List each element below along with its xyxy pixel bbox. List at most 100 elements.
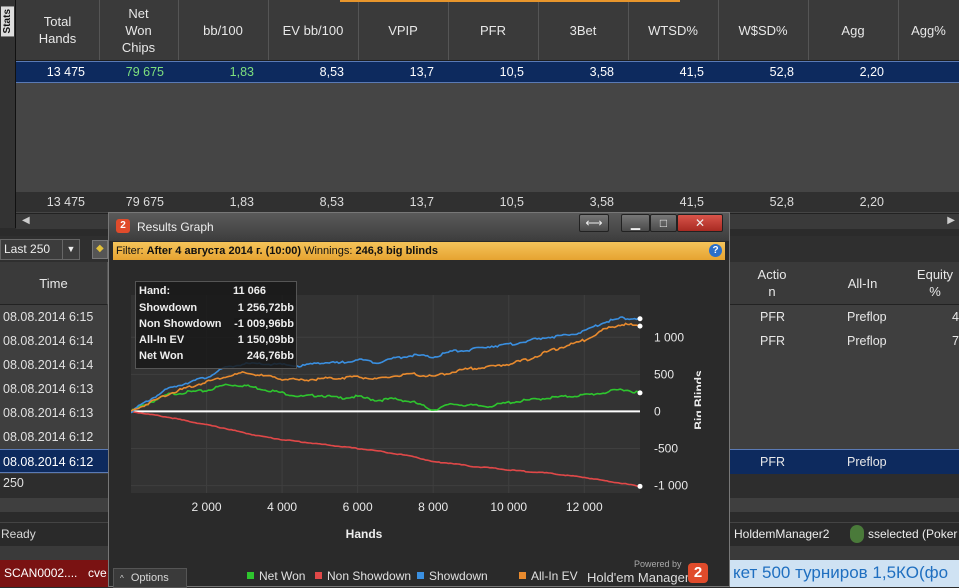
legend-item-all-in-ev[interactable]: All-In EV <box>519 569 578 583</box>
col-header-time[interactable]: Time <box>0 262 108 305</box>
hand-row-time[interactable]: 08.08.2014 6:12 <box>0 449 108 473</box>
legend-item-non-showdown[interactable]: Non Showdown <box>315 569 411 583</box>
tooltip-nonshowdown-value: -1 009,96bb <box>234 318 294 330</box>
stats-side-tab[interactable]: Stats <box>0 0 16 228</box>
x-tick-label: 10 000 <box>490 500 527 514</box>
taskbar-item-2[interactable]: cve <box>88 566 107 580</box>
series-line-all-in-ev <box>131 322 641 412</box>
scroll-right-icon[interactable]: ▶ <box>947 215 955 226</box>
close-icon[interactable]: ✕ <box>677 214 723 232</box>
hands-filter-select[interactable]: Last 250 ▼ <box>0 239 80 260</box>
legend-swatch <box>417 572 424 579</box>
hands-filter-value: Last 250 <box>4 242 51 256</box>
hands-col-header-2[interactable]: Equity % <box>911 262 959 305</box>
hands-col-header-0[interactable]: Actio n <box>730 262 815 305</box>
graph-filter-bar: Filter: After 4 августа 2014 г. (10:00) … <box>113 242 725 260</box>
hand-row-time[interactable]: 08.08.2014 6:14 <box>3 358 94 372</box>
stats-col-header-10[interactable]: Agg% <box>898 0 959 60</box>
y-tick-label: -1 000 <box>654 479 688 493</box>
graph-tooltip: Hand: 11 066 Showdown 1 256,72bb Non Sho… <box>135 281 297 369</box>
stats-col-header-1[interactable]: Net Won Chips <box>99 0 179 60</box>
legend-label: All-In EV <box>531 569 578 583</box>
stats-cell <box>898 192 945 212</box>
hand-row-time[interactable]: 08.08.2014 6:13 <box>3 406 94 420</box>
hand-row-time[interactable]: 08.08.2014 6:14 <box>3 334 94 348</box>
expand-icon[interactable]: ⟷ <box>579 214 609 232</box>
hand-cell-allin: Preflop <box>847 455 887 469</box>
hand-row-right[interactable] <box>730 353 959 377</box>
y-tick-label: 1 000 <box>654 330 684 344</box>
taskbar-item-1[interactable]: SCAN0002.... <box>4 566 78 580</box>
graph-options-label: Options <box>130 572 169 584</box>
stats-col-header-9[interactable]: Agg <box>808 0 899 60</box>
series-line-net-won <box>131 383 641 412</box>
stats-header-row: Total Hands Net Won Chips bb/100 EV bb/100 V… <box>16 0 959 61</box>
tooltip-allin-label: All-In EV <box>139 334 185 346</box>
hands-table-left: Time 08.08.2014 6:15 08.08.2014 6:14 08.08… <box>0 262 108 512</box>
stats-col-header-8[interactable]: W$SD% <box>718 0 809 60</box>
legend-swatch <box>315 572 322 579</box>
hand-cell-action: PFR <box>760 455 785 469</box>
stats-cell: 1,83 <box>229 65 254 79</box>
stats-col-header-0[interactable]: Total Hands <box>16 0 100 60</box>
stats-cell: 3,58 <box>589 65 614 79</box>
x-axis-label: Hands <box>346 527 383 541</box>
legend-item-showdown[interactable]: Showdown <box>417 569 488 583</box>
legend-swatch <box>247 572 254 579</box>
hand-row-time[interactable]: 08.08.2014 6:13 <box>3 382 94 396</box>
status-ready: Ready <box>1 527 36 541</box>
legend-label: Net Won <box>259 569 306 583</box>
series-end-point <box>637 483 643 489</box>
stats-cell: 13 475 <box>46 65 85 79</box>
hands-col-header-1[interactable]: All-In <box>814 262 912 305</box>
taskbar-ticker[interactable]: кет 500 турниров 1,5КО(фо <box>733 563 949 582</box>
hand-row-right[interactable]: PFR Preflop 7 <box>730 329 959 353</box>
filter-icon[interactable]: ◆ <box>92 240 108 259</box>
results-graph-titlebar[interactable]: 2 Results Graph ⟷ ▁ □ ✕ <box>109 213 729 241</box>
stats-col-header-2[interactable]: bb/100 <box>178 0 269 60</box>
tooltip-allin-value: 1 150,09bb <box>237 334 294 346</box>
hand-cell-allin: Preflop <box>847 310 887 324</box>
stats-cell <box>898 62 945 82</box>
hand-cell-action: PFR <box>760 334 785 348</box>
stats-cell: 2,20 <box>859 195 884 209</box>
hand-row-right[interactable] <box>730 377 959 401</box>
tooltip-nonshowdown-label: Non Showdown <box>139 318 222 330</box>
series-end-point <box>637 323 643 329</box>
stats-cell: 10,5 <box>499 65 524 79</box>
stats-cell: 79 675 <box>125 65 164 79</box>
graph-options-button[interactable]: ^ Options <box>113 568 187 588</box>
graph-filter-label: Filter: <box>116 245 144 257</box>
stats-cell: 8,53 <box>319 195 344 209</box>
stats-cell: 52,8 <box>769 195 794 209</box>
x-tick-label: 8 000 <box>418 500 448 514</box>
hand-cell-allin: Preflop <box>847 334 887 348</box>
minimize-icon[interactable]: ▁ <box>621 214 650 232</box>
x-tick-label: 6 000 <box>343 500 373 514</box>
maximize-icon[interactable]: □ <box>650 214 677 232</box>
stats-selected-row[interactable]: 13 475 79 675 1,83 8,53 13,7 10,5 3,58 41,5 52,8… <box>16 61 959 83</box>
help-icon[interactable]: ? <box>709 244 722 257</box>
hands-table-right: Actio n All-In Equity % PFR Preflop 4 PFR Pref… <box>730 262 959 512</box>
hand-row-right[interactable] <box>730 401 959 425</box>
stats-col-header-4[interactable]: VPIP <box>358 0 449 60</box>
stats-col-header-6[interactable]: 3Bet <box>538 0 629 60</box>
hand-row-time[interactable]: 08.08.2014 6:12 <box>3 430 94 444</box>
hand-row-right[interactable]: PFR Preflop <box>730 449 959 475</box>
stats-col-header-5[interactable]: PFR <box>448 0 539 60</box>
graph-filter-value: After 4 августа 2014 г. (10:00) <box>146 245 302 257</box>
stats-col-header-3[interactable]: EV bb/100 <box>268 0 359 60</box>
hand-row-right[interactable] <box>730 425 959 449</box>
stats-col-header-7[interactable]: WTSD% <box>628 0 719 60</box>
legend-item-net-won[interactable]: Net Won <box>247 569 305 583</box>
series-end-point <box>637 390 643 396</box>
hm-brand-text: Hold'em Manager <box>587 570 690 585</box>
chevron-down-icon[interactable]: ▼ <box>62 240 79 259</box>
hand-row-right[interactable]: PFR Preflop 4 <box>730 305 959 329</box>
scroll-left-icon[interactable]: ◀ <box>22 215 30 226</box>
stats-tab-label: Stats <box>1 6 14 37</box>
tooltip-showdown-label: Showdown <box>139 302 198 314</box>
stats-cell: 41,5 <box>679 65 704 79</box>
stats-cell: 3,58 <box>589 195 614 209</box>
hand-row-time[interactable]: 08.08.2014 6:15 <box>3 310 94 324</box>
